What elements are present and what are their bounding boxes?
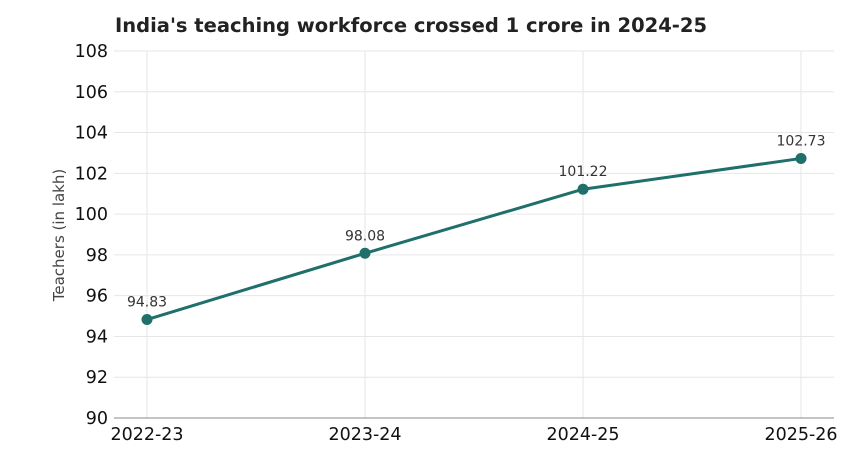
y-tick-label: 94 bbox=[86, 327, 108, 347]
y-tick-label: 96 bbox=[86, 287, 108, 307]
x-tick-labels: 2022-23 2023-24 2024-25 2025-26 bbox=[110, 425, 837, 445]
y-tick-label: 98 bbox=[86, 246, 108, 266]
data-label: 101.22 bbox=[559, 164, 608, 180]
grid-lines bbox=[114, 50, 834, 418]
y-tick-label: 100 bbox=[75, 205, 108, 225]
x-tick-label: 2025-26 bbox=[764, 425, 837, 445]
data-point bbox=[795, 152, 807, 164]
y-tick-labels: 90 92 94 96 98 100 102 104 106 108 bbox=[75, 42, 108, 429]
x-tick-label: 2024-25 bbox=[546, 425, 619, 445]
y-tick-label: 108 bbox=[75, 42, 108, 62]
y-tick-label: 90 bbox=[86, 409, 108, 429]
y-tick-label: 102 bbox=[75, 164, 108, 184]
data-labels: 94.83 98.08 101.22 102.73 bbox=[127, 133, 826, 310]
data-point bbox=[359, 247, 371, 259]
chart-title: India's teaching workforce crossed 1 cro… bbox=[115, 14, 707, 37]
data-label: 94.83 bbox=[127, 295, 167, 311]
y-axis-label: Teachers (in lakh) bbox=[50, 169, 68, 302]
data-label: 98.08 bbox=[345, 228, 385, 244]
x-tick-label: 2023-24 bbox=[328, 425, 401, 445]
series-line bbox=[145, 156, 803, 322]
x-tick-label: 2022-23 bbox=[110, 425, 183, 445]
series-group bbox=[141, 152, 807, 326]
y-tick-label: 104 bbox=[75, 124, 108, 144]
y-tick-label: 106 bbox=[75, 83, 108, 103]
data-point bbox=[577, 183, 589, 195]
data-point bbox=[141, 314, 153, 326]
data-label: 102.73 bbox=[777, 133, 826, 149]
y-tick-label: 92 bbox=[86, 368, 108, 388]
